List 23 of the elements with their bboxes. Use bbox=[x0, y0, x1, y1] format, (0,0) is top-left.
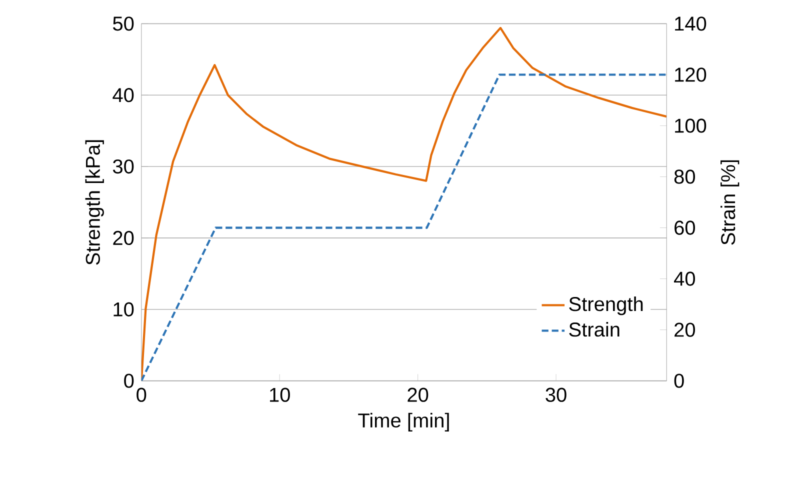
y-tick-label: 30 bbox=[112, 159, 134, 174]
x-axis-title: Time [min] bbox=[358, 412, 449, 432]
y-tick-label: 10 bbox=[114, 302, 134, 316]
y-axis-title: Strength [kPa] bbox=[85, 140, 104, 265]
y2-tick-label: 60 bbox=[674, 220, 696, 235]
y2-tick-label: 20 bbox=[674, 322, 696, 337]
x-tick-label: 0 bbox=[136, 388, 146, 402]
y2-tick-label: 140 bbox=[675, 16, 706, 31]
y2-tick-label: 0 bbox=[674, 374, 684, 388]
y2-tick-label: 100 bbox=[675, 118, 706, 133]
y-tick-label: 50 bbox=[113, 16, 134, 31]
y-tick-label: 0 bbox=[124, 374, 134, 388]
x-tick-label: 20 bbox=[408, 388, 428, 402]
y2-tick-label: 80 bbox=[674, 170, 696, 184]
x-tick-label: 10 bbox=[270, 388, 290, 402]
legend-label: Strain bbox=[569, 322, 620, 337]
y-tick-label: 40 bbox=[112, 88, 134, 102]
y2-axis-title: Strain [%] bbox=[720, 160, 740, 245]
y2-tick-label: 40 bbox=[674, 272, 696, 286]
x-tick-label: 30 bbox=[546, 388, 566, 402]
y-tick-label: 20 bbox=[113, 230, 134, 245]
legend-label: Strength bbox=[569, 296, 643, 316]
y2-tick-label: 120 bbox=[675, 68, 706, 82]
